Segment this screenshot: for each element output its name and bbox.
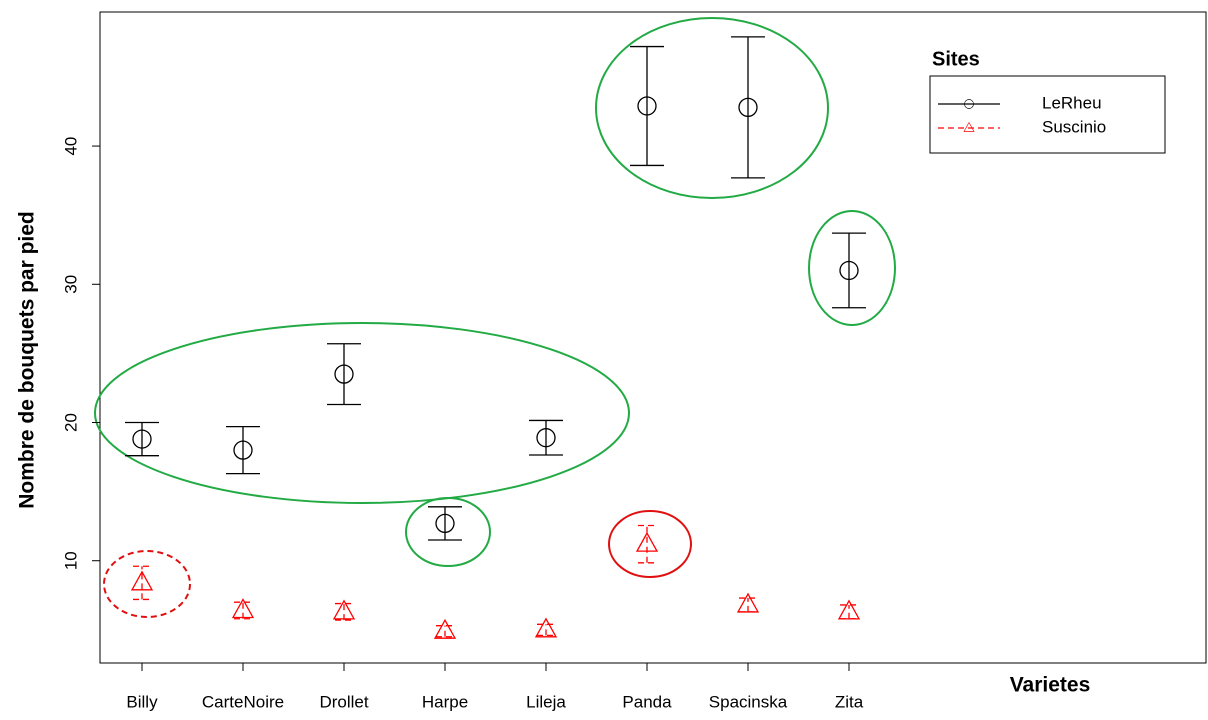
error-bar <box>529 419 563 456</box>
legend-label: Suscinio <box>1042 117 1106 136</box>
point <box>637 96 657 116</box>
point <box>332 599 356 620</box>
x-tick-label: Lileja <box>526 692 566 711</box>
point <box>837 599 861 620</box>
annotation-ellipse <box>808 210 896 326</box>
error-bar <box>630 45 664 167</box>
y-tick-label: 10 <box>61 551 80 570</box>
y-tick-label: 20 <box>61 413 80 432</box>
x-tick-label: Harpe <box>422 692 468 711</box>
point <box>536 428 556 448</box>
point <box>839 260 859 281</box>
error-bar <box>832 232 866 309</box>
y-tick-label: 40 <box>61 137 80 156</box>
error-bar <box>731 36 765 179</box>
point <box>736 592 760 613</box>
x-axis-label: Varietes <box>1010 674 1091 697</box>
error-bar <box>133 565 151 601</box>
legend-box <box>929 75 1166 154</box>
point <box>435 513 455 534</box>
error-bar <box>537 623 555 637</box>
point <box>132 429 152 449</box>
error-bar <box>428 506 462 541</box>
annotation-ellipse <box>595 17 829 199</box>
x-tick-label: Billy <box>126 692 158 711</box>
y-axis-label: Nombre de bouquets par pied <box>16 211 39 509</box>
point <box>233 440 253 460</box>
error-bar <box>436 625 454 638</box>
point <box>130 570 154 591</box>
annotation-ellipse <box>103 550 191 618</box>
point <box>534 617 558 638</box>
annotation-ellipse <box>94 322 630 504</box>
error-bar <box>234 601 252 620</box>
legend-marker <box>964 99 974 109</box>
error-bar <box>125 421 159 457</box>
x-tick-label: Panda <box>622 692 672 711</box>
annotations <box>94 17 896 618</box>
annotation-ellipse <box>405 497 491 567</box>
error-bar <box>327 343 361 406</box>
y-tick-label: 30 <box>61 275 80 294</box>
error-bar <box>226 426 260 475</box>
legend-title: Sites <box>932 48 980 70</box>
legend-label: LeRheu <box>1042 93 1102 112</box>
plot-frame <box>99 11 1207 664</box>
point <box>738 97 758 118</box>
legend-marker <box>963 121 975 132</box>
point <box>334 364 354 384</box>
error-bar <box>335 602 353 621</box>
error-bar <box>638 524 656 564</box>
point <box>635 531 659 552</box>
annotation-ellipse <box>608 510 692 578</box>
point <box>433 618 457 639</box>
point <box>231 598 255 619</box>
x-tick-label: CarteNoire <box>202 692 284 711</box>
x-tick-label: Spacinska <box>709 692 788 711</box>
x-tick-label: Zita <box>835 692 864 711</box>
x-tick-label: Drollet <box>319 692 368 711</box>
